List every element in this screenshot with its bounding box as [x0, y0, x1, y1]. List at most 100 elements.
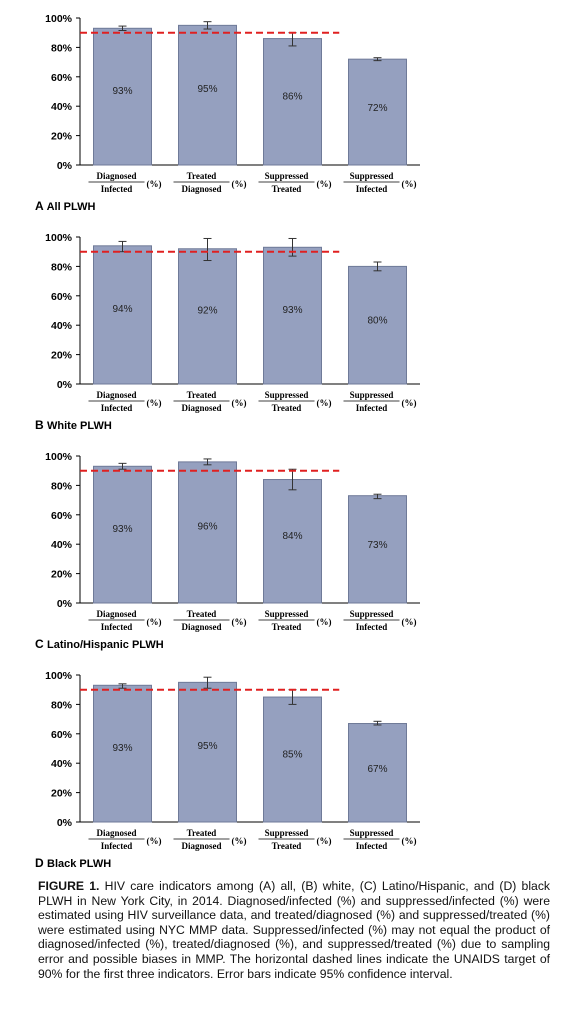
chart-panel-b: 0% 20% 40% 60% 80% 100% 94% Diagnosed Infected (%…	[35, 232, 420, 432]
y-tick-label: 80%	[51, 261, 73, 273]
y-tick-label: 40%	[51, 758, 73, 770]
bar	[178, 461, 237, 604]
data-label: 95%	[197, 84, 217, 95]
category-unit: (%)	[402, 398, 417, 408]
chart-panel-a: 0% 20% 40% 60% 80% 100% 93% Diagnosed Infected (%…	[35, 13, 420, 213]
category-denominator: Infected	[356, 403, 388, 413]
data-label: 94%	[112, 304, 132, 315]
category-denominator: Infected	[356, 841, 388, 851]
category-numerator: Suppressed	[350, 390, 394, 400]
category-denominator: Infected	[356, 184, 388, 194]
category-unit: (%)	[317, 398, 332, 408]
category-unit: (%)	[317, 836, 332, 846]
category-unit: (%)	[232, 398, 247, 408]
y-tick-label: 40%	[51, 101, 73, 113]
category-numerator: Treated	[187, 390, 217, 400]
category-denominator: Treated	[272, 622, 302, 632]
y-tick-label: 20%	[51, 131, 73, 143]
y-tick-label: 0%	[57, 379, 73, 391]
panel-letter: B	[35, 418, 47, 432]
panel-title-text: All PLWH	[47, 201, 96, 213]
category-unit: (%)	[147, 617, 162, 627]
panel-title-text: Latino/Hispanic PLWH	[47, 639, 164, 651]
bar	[93, 465, 152, 604]
y-tick-label: 60%	[51, 729, 73, 741]
category-numerator: Diagnosed	[96, 609, 136, 619]
y-tick-label: 0%	[57, 160, 73, 172]
bar	[263, 38, 322, 166]
bar	[348, 58, 407, 166]
y-tick-label: 100%	[45, 232, 73, 244]
category-numerator: Suppressed	[265, 171, 309, 181]
category-denominator: Treated	[272, 841, 302, 851]
caption-text: HIV care indicators among (A) all, (B) w…	[38, 879, 551, 981]
category-denominator: Infected	[356, 622, 388, 632]
bar	[348, 265, 407, 385]
y-tick-label: 40%	[51, 539, 73, 551]
y-tick-label: 100%	[45, 13, 73, 25]
panel-letter: A	[35, 199, 47, 213]
y-tick-label: 60%	[51, 72, 73, 84]
category-denominator: Diagnosed	[181, 841, 221, 851]
bar-charts-svg: 0% 20% 40% 60% 80% 100% 93% Diagnosed Infected (%…	[35, 13, 420, 870]
category-unit: (%)	[232, 617, 247, 627]
category-numerator: Suppressed	[350, 828, 394, 838]
figure-caption: FIGURE 1. HIV care indicators among (A) …	[38, 879, 550, 981]
y-tick-label: 100%	[45, 670, 73, 682]
y-tick-label: 20%	[51, 569, 73, 581]
y-tick-label: 0%	[57, 817, 73, 829]
data-label: 95%	[197, 741, 217, 752]
category-numerator: Suppressed	[265, 390, 309, 400]
panel-title-text: White PLWH	[47, 420, 112, 432]
panel-title: A All PLWH	[35, 199, 96, 213]
category-denominator: Infected	[101, 622, 133, 632]
category-numerator: Diagnosed	[96, 828, 136, 838]
chart-panel-c: 0% 20% 40% 60% 80% 100% 93% Diagnosed Infected (%…	[35, 451, 420, 651]
data-label: 80%	[367, 315, 387, 326]
y-tick-label: 100%	[45, 451, 73, 463]
panel-title: D Black PLWH	[35, 856, 111, 870]
data-label: 93%	[112, 86, 132, 97]
data-label: 72%	[367, 103, 387, 114]
category-unit: (%)	[232, 179, 247, 189]
data-label: 93%	[112, 524, 132, 535]
bar	[178, 248, 237, 385]
y-tick-label: 40%	[51, 320, 73, 332]
y-tick-label: 60%	[51, 291, 73, 303]
y-tick-label: 80%	[51, 42, 73, 54]
category-denominator: Treated	[272, 184, 302, 194]
data-label: 73%	[367, 540, 387, 551]
category-numerator: Suppressed	[350, 609, 394, 619]
category-numerator: Treated	[187, 609, 217, 619]
category-unit: (%)	[402, 836, 417, 846]
category-unit: (%)	[147, 836, 162, 846]
category-unit: (%)	[147, 398, 162, 408]
category-unit: (%)	[147, 179, 162, 189]
category-denominator: Infected	[101, 184, 133, 194]
bar	[348, 495, 407, 604]
category-numerator: Diagnosed	[96, 390, 136, 400]
bar	[263, 479, 322, 604]
category-unit: (%)	[232, 836, 247, 846]
data-label: 67%	[367, 764, 387, 775]
category-numerator: Suppressed	[265, 609, 309, 619]
caption-label: FIGURE 1.	[38, 879, 100, 893]
category-unit: (%)	[317, 617, 332, 627]
data-label: 93%	[112, 743, 132, 754]
panel-title: B White PLWH	[35, 418, 112, 432]
bar	[93, 27, 152, 166]
bar	[263, 696, 322, 823]
y-tick-label: 0%	[57, 598, 73, 610]
category-denominator: Diagnosed	[181, 403, 221, 413]
data-label: 96%	[197, 521, 217, 532]
panel-letter: C	[35, 637, 47, 651]
category-denominator: Diagnosed	[181, 184, 221, 194]
data-label: 86%	[282, 91, 302, 102]
y-tick-label: 80%	[51, 480, 73, 492]
category-unit: (%)	[402, 179, 417, 189]
bar	[263, 246, 322, 385]
category-numerator: Suppressed	[350, 171, 394, 181]
category-unit: (%)	[317, 179, 332, 189]
category-unit: (%)	[402, 617, 417, 627]
bar	[93, 245, 152, 385]
